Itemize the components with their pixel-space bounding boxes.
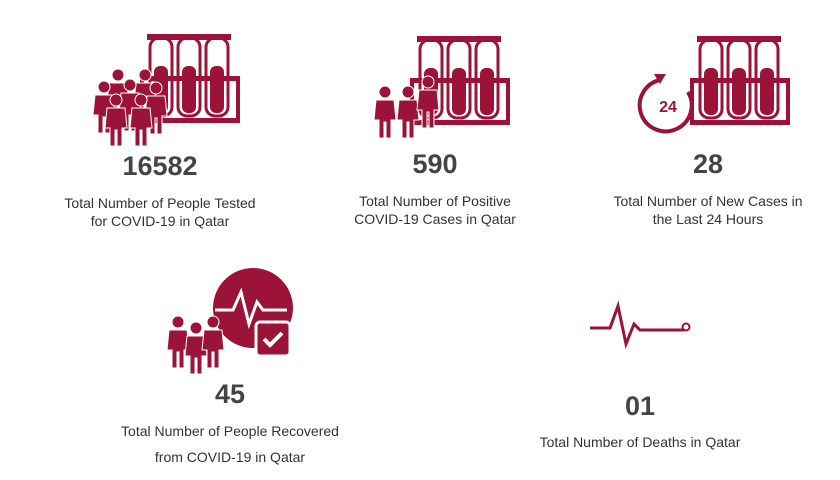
clock-label: 24 <box>659 99 677 116</box>
rack-bottom <box>690 120 790 125</box>
rack-top <box>410 78 510 83</box>
test-tubes-icon <box>690 36 790 125</box>
tube-cap <box>753 36 781 42</box>
stat-label: for COVID-19 in Qatar <box>91 213 230 229</box>
test-tubes-icon <box>140 34 240 123</box>
stat-value: 16582 <box>122 151 197 181</box>
stat-value: 590 <box>412 149 457 179</box>
stat-value: 45 <box>215 379 245 409</box>
tube-fluid <box>480 68 494 115</box>
person-body <box>104 107 128 147</box>
rack-leg <box>236 76 240 123</box>
person-head <box>109 93 123 107</box>
rack-bottom <box>140 118 240 123</box>
person-head <box>171 315 185 329</box>
person-head <box>401 85 415 99</box>
person-head <box>123 78 137 92</box>
tube-fluid <box>760 68 774 115</box>
person-head <box>421 75 435 89</box>
people-icon <box>373 75 440 139</box>
stat-label: Total Number of People Tested <box>64 195 255 211</box>
person-body <box>416 89 440 129</box>
person-head <box>138 68 152 82</box>
stat-label: Total Number of Deaths in Qatar <box>540 434 741 450</box>
stat-label: Total Number of New Cases in <box>613 193 802 209</box>
person-head <box>189 321 203 335</box>
person-body <box>373 99 397 139</box>
tube-cap <box>175 34 203 40</box>
person-head <box>111 68 125 82</box>
person-head <box>378 85 392 99</box>
person-body <box>396 99 420 139</box>
rack-top <box>690 78 790 83</box>
rack-leg <box>506 78 510 125</box>
tube-fluid <box>452 68 466 115</box>
tube-cap <box>417 36 445 42</box>
tube-fluid <box>732 68 746 115</box>
person-body <box>129 107 153 147</box>
stat-label: the Last 24 Hours <box>653 211 764 227</box>
stat-label: Total Number of Positive <box>359 193 511 209</box>
people-icon <box>92 68 168 147</box>
flatline <box>590 300 684 350</box>
tube-fluid <box>210 66 224 113</box>
tube-cap <box>445 36 473 42</box>
person-body <box>201 329 225 369</box>
recovered-icon <box>213 268 293 358</box>
people-icon <box>166 315 225 375</box>
flatline-end <box>681 322 691 332</box>
tube-cap <box>697 36 725 42</box>
person-head <box>206 315 220 329</box>
stat-label: COVID-19 Cases in Qatar <box>354 211 516 227</box>
clock-arrow <box>654 74 666 84</box>
tube-cap <box>473 36 501 42</box>
tube-fluid <box>182 66 196 113</box>
stat-label: Total Number of People Recovered <box>121 423 339 439</box>
pulse-line <box>215 287 287 330</box>
rack-top <box>140 76 240 81</box>
death-icon <box>590 300 691 350</box>
check-box <box>254 320 292 358</box>
person-head <box>134 93 148 107</box>
rack-bottom <box>410 120 510 125</box>
clock-arc <box>637 78 694 134</box>
stat-value: 01 <box>625 391 655 421</box>
rack-leg <box>786 78 790 125</box>
clock-icon: 24 <box>637 74 694 134</box>
check-mark <box>262 331 284 348</box>
tube-cap <box>147 34 175 40</box>
stat-label: from COVID-19 in Qatar <box>155 449 305 465</box>
tube-cap <box>203 34 231 40</box>
stat-value: 28 <box>693 149 723 179</box>
person-head <box>149 81 163 95</box>
person-head <box>97 80 111 94</box>
tube-cap <box>725 36 753 42</box>
tube-fluid <box>704 68 718 115</box>
